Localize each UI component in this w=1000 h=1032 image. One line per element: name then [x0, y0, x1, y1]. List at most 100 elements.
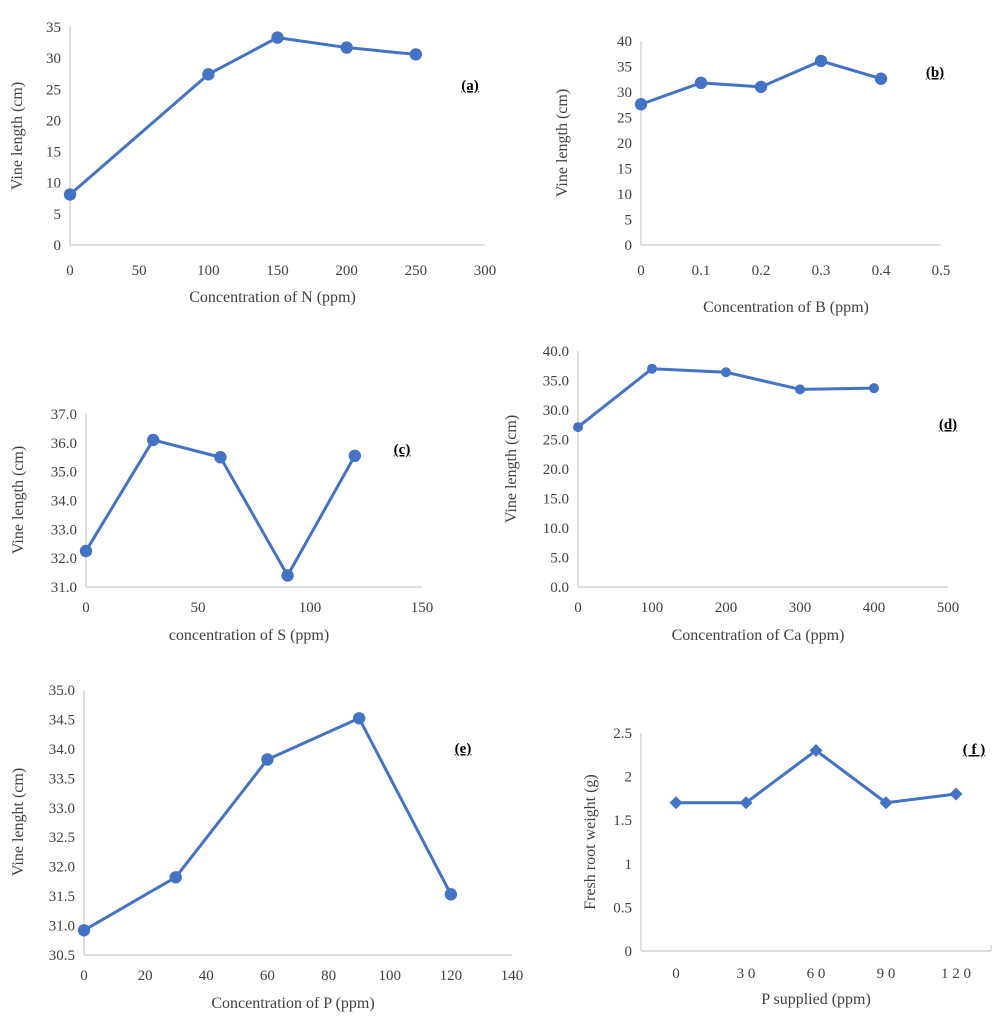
y-tick-label: 32.0: [51, 551, 77, 567]
x-tick-label: 50: [132, 263, 147, 279]
x-axis-title: Concentration of B (ppm): [703, 299, 869, 316]
data-point: [869, 383, 879, 394]
x-tick-label: 120: [440, 968, 463, 984]
x-tick-label: 60: [260, 968, 275, 984]
x-tick-label: 250: [405, 263, 428, 279]
y-tick-label: 31.0: [51, 580, 77, 596]
panel-label: (c): [394, 442, 411, 458]
x-axis-title: concentration of S (ppm): [169, 627, 329, 644]
x-tick-label: 150: [411, 600, 434, 616]
x-tick-label: 150: [266, 263, 289, 279]
x-tick-label: 40: [199, 968, 214, 984]
y-axis-title: Fresh root weight (g): [582, 774, 599, 910]
y-tick-label: 5.0: [550, 551, 569, 567]
y-axis-title: Vine length (cm): [554, 89, 571, 197]
x-tick-label: 400: [863, 600, 886, 616]
y-tick-label: 40.0: [543, 344, 569, 360]
data-point: [739, 796, 753, 810]
x-tick-label: 100: [299, 600, 322, 616]
x-axis-title: Concentration of N (ppm): [189, 289, 356, 306]
data-point: [340, 41, 353, 54]
y-tick-label: 36.0: [51, 436, 77, 452]
y-tick-label: 0: [625, 944, 633, 960]
data-point: [949, 787, 963, 801]
y-axis-title: Vine length (cm): [503, 415, 520, 523]
y-tick-label: 31.0: [49, 919, 75, 935]
chart-panel-d: 0.0 5.0 10.0 15.0 20.0 25.0 30.0 35.0 40.0 0 100 20…: [503, 344, 959, 644]
x-tick-label: 0: [574, 600, 582, 616]
data-point: [352, 712, 366, 725]
x-tick-label: 80: [321, 968, 336, 984]
panel-label: ( f ): [963, 742, 986, 758]
x-tick-label: 0.4: [872, 263, 891, 279]
x-axis-title: Concentration of P (ppm): [211, 995, 374, 1012]
series-line: [83, 716, 453, 932]
y-tick-label: 25: [46, 82, 61, 98]
chart-panel-a: 0 5 10 15 20 25 30 35 0 50 100 150 200 250 300 Concentr…: [9, 20, 496, 306]
data-point: [79, 544, 93, 558]
data-point: [147, 433, 160, 447]
x-tick-label: 6 0: [807, 966, 826, 982]
data-point: [669, 796, 683, 810]
x-axis-title: P supplied (ppm): [761, 991, 871, 1008]
y-tick-label: 2: [625, 770, 633, 786]
y-tick-label: 25.0: [543, 433, 569, 449]
y-tick-label: 10.0: [543, 521, 569, 537]
data-point: [795, 384, 805, 395]
y-tick-label: 25: [617, 111, 632, 127]
x-tick-label: 100: [641, 600, 664, 616]
y-tick-label: 1.5: [613, 813, 632, 829]
data-point: [721, 367, 731, 378]
data-point: [348, 449, 361, 463]
y-tick-label: 37.0: [51, 407, 77, 423]
data-point: [281, 569, 294, 582]
y-tick-label: 10: [46, 176, 61, 192]
y-tick-label: 0: [625, 238, 633, 254]
y-tick-label: 33.0: [51, 522, 77, 538]
x-tick-label: 200: [715, 600, 738, 616]
y-tick-label: 34.0: [49, 742, 75, 758]
y-tick-label: 2.5: [613, 726, 632, 742]
x-tick-label: 0: [672, 966, 680, 982]
data-point: [77, 924, 91, 937]
x-tick-label: 0: [80, 968, 88, 984]
data-point: [444, 888, 458, 901]
data-point: [214, 451, 227, 464]
data-point: [261, 753, 274, 766]
data-point: [814, 54, 828, 68]
y-tick-label: 0.0: [550, 580, 569, 596]
y-tick-label: 30.5: [49, 948, 75, 964]
y-tick-label: 1: [625, 857, 633, 873]
y-tick-label: 30: [46, 51, 61, 67]
chart-panel-c: 31.0 32.0 33.0 34.0 35.0 36.0 37.0 0 50 100 150 con…: [10, 407, 433, 644]
y-tick-label: 31.5: [49, 889, 75, 905]
y-tick-label: 15.0: [543, 492, 569, 508]
data-point: [271, 31, 284, 44]
x-tick-label: 200: [335, 263, 358, 279]
data-point: [202, 68, 215, 81]
y-tick-label: 35: [46, 20, 61, 36]
data-point: [809, 743, 823, 757]
y-axis-title: Vine length (cm): [9, 82, 26, 190]
data-point: [169, 871, 182, 884]
panel-label: (a): [461, 78, 479, 94]
y-tick-label: 20.0: [543, 462, 569, 478]
data-point: [647, 363, 657, 374]
x-tick-label: 0: [66, 263, 74, 279]
x-tick-label: 300: [789, 600, 812, 616]
y-tick-label: 33.5: [49, 771, 75, 787]
x-tick-label: 100: [197, 263, 220, 279]
data-point: [874, 72, 888, 85]
x-tick-label: 300: [474, 263, 497, 279]
x-tick-label: 0.1: [692, 263, 711, 279]
panel-label: (b): [926, 65, 944, 81]
y-tick-label: 20: [46, 113, 61, 129]
x-tick-label: 3 0: [737, 966, 756, 982]
x-tick-label: 9 0: [877, 966, 896, 982]
chart-panel-e: 30.5 31.0 31.5 32.0 32.5 33.0 33.5 34.0 34.5 35.0…: [10, 683, 523, 1012]
x-tick-label: 100: [378, 968, 401, 984]
data-point: [694, 76, 708, 90]
y-tick-label: 35.0: [49, 683, 75, 699]
